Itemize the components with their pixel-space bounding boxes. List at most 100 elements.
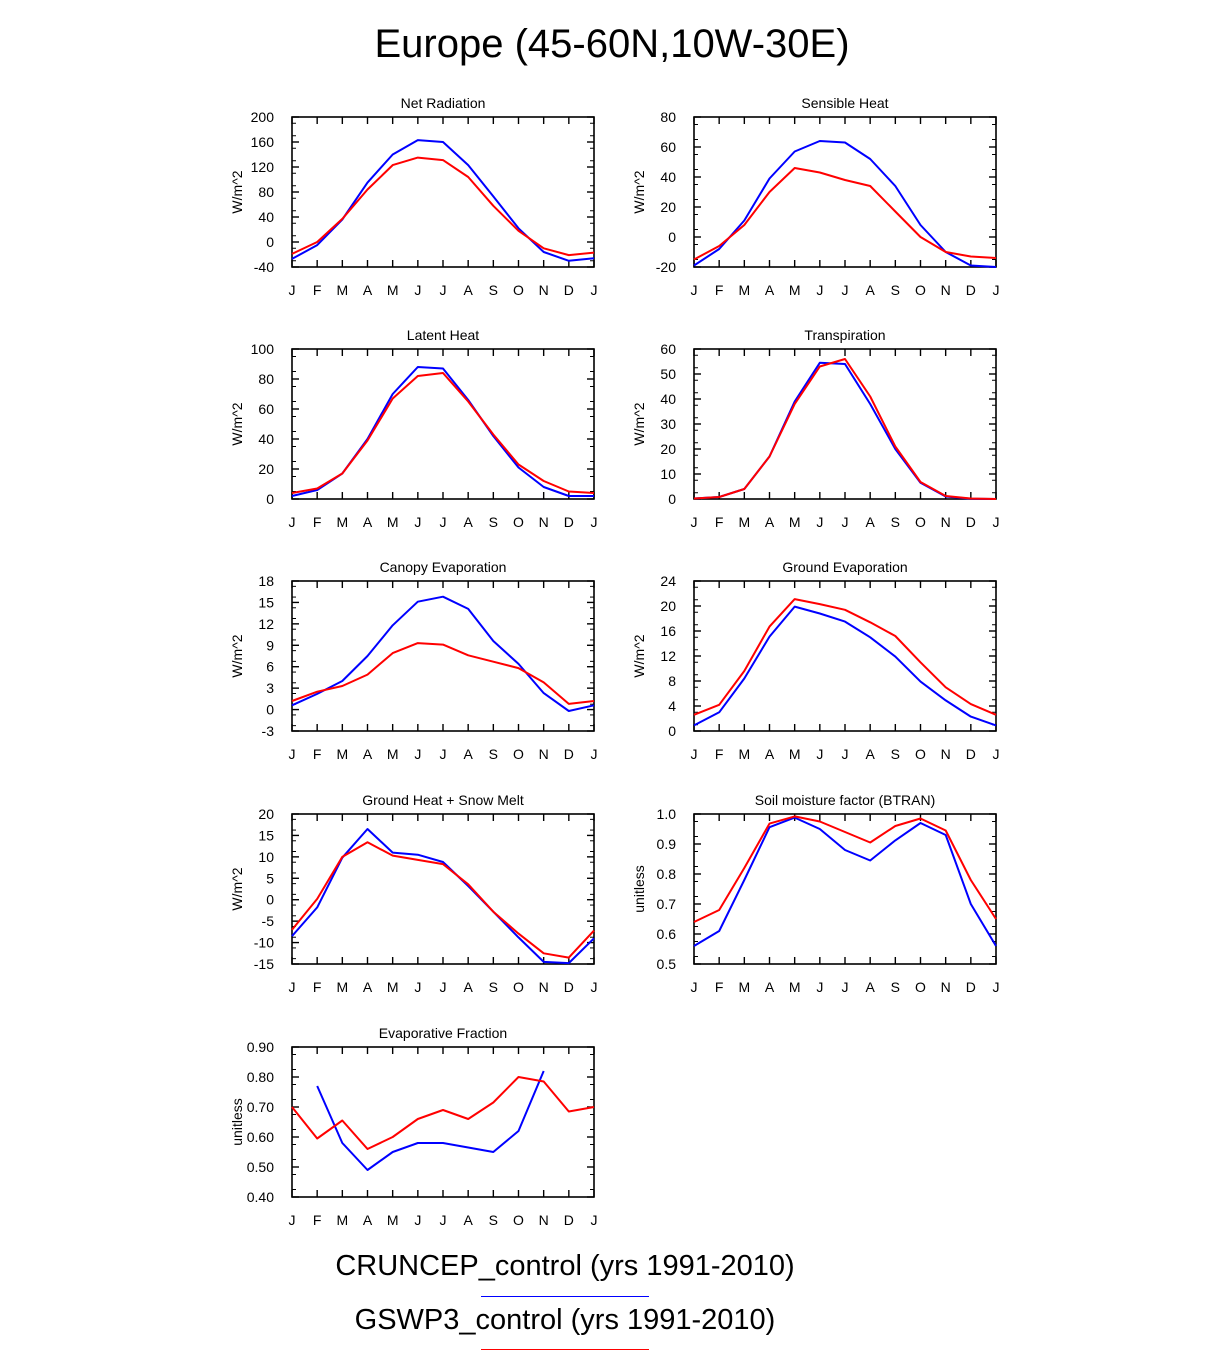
x-tick-label: J: [816, 514, 823, 530]
x-tick-label: M: [336, 979, 348, 995]
x-tick-label: M: [789, 514, 801, 530]
y-tick-label: 3: [266, 680, 274, 696]
x-tick-label: S: [489, 282, 498, 298]
x-tick-label: M: [387, 282, 399, 298]
x-tick-label: J: [816, 746, 823, 762]
x-tick-label: M: [738, 282, 750, 298]
panel-title: Ground Heat + Snow Melt: [362, 792, 524, 808]
y-tick-label: 40: [258, 209, 274, 225]
y-axis-label: W/m^2: [229, 634, 245, 677]
series-line-cruncep: [693, 361, 997, 500]
x-tick-label: M: [738, 514, 750, 530]
y-tick-label: 15: [258, 827, 274, 843]
panel-title: Transpiration: [804, 327, 885, 343]
x-tick-label: J: [440, 282, 447, 298]
y-tick-label: 60: [660, 139, 676, 155]
x-tick-label: F: [313, 979, 322, 995]
x-tick-label: M: [336, 1212, 348, 1228]
y-tick-label: -20: [656, 259, 676, 275]
panel-9: Evaporative Fraction unitless 0.90 0.80 0.70…: [229, 1025, 598, 1228]
panel-title: Sensible Heat: [801, 95, 888, 111]
x-tick-label: A: [765, 979, 775, 995]
x-tick-label: F: [313, 1212, 322, 1228]
y-tick-label: 0: [266, 702, 274, 718]
x-tick-label: J: [816, 979, 823, 995]
x-tick-label: J: [414, 979, 421, 995]
y-tick-label: 60: [258, 401, 274, 417]
y-tick-label: -40: [254, 259, 274, 275]
series-line-cruncep: [693, 816, 997, 947]
series-line-cruncep: [693, 605, 997, 727]
x-tick-label: J: [289, 746, 296, 762]
x-tick-label: J: [691, 979, 698, 995]
series-line-gswp3: [291, 156, 595, 257]
x-tick-label: J: [414, 282, 421, 298]
x-tick-label: A: [865, 282, 875, 298]
x-tick-label: D: [564, 746, 574, 762]
x-tick-label: S: [891, 282, 900, 298]
plot-frame: [291, 580, 595, 732]
x-tick-label: F: [715, 514, 724, 530]
legend-label-gswp3: GSWP3_control (yrs 1991-2010): [354, 1304, 776, 1336]
y-tick-label: 0.70: [247, 1099, 274, 1115]
x-tick-label: S: [489, 746, 498, 762]
x-tick-label: D: [966, 979, 976, 995]
x-tick-label: J: [816, 282, 823, 298]
x-tick-label: A: [765, 282, 775, 298]
y-tick-label: 0.6: [657, 926, 677, 942]
x-tick-label: A: [363, 1212, 373, 1228]
plot-frame: [693, 348, 997, 500]
x-tick-label: J: [993, 979, 1000, 995]
series-line-gswp3: [291, 841, 595, 959]
x-tick-label: D: [966, 746, 976, 762]
y-tick-label: 0: [668, 491, 676, 507]
y-tick-label: 80: [660, 109, 676, 125]
series-line-cruncep: [316, 1070, 545, 1171]
series-line-gswp3: [291, 1076, 595, 1150]
x-tick-label: J: [414, 1212, 421, 1228]
y-tick-label: 40: [660, 391, 676, 407]
x-tick-label: J: [691, 282, 698, 298]
x-tick-label: F: [313, 514, 322, 530]
x-tick-label: M: [789, 979, 801, 995]
y-tick-label: 50: [660, 366, 676, 382]
series-line-gswp3: [693, 815, 997, 923]
legend-label-cruncep: CRUNCEP_control (yrs 1991-2010): [335, 1250, 795, 1282]
x-tick-label: J: [591, 746, 598, 762]
x-tick-label: J: [440, 979, 447, 995]
x-tick-label: M: [387, 746, 399, 762]
y-tick-label: 10: [258, 849, 274, 865]
y-axis-label: W/m^2: [631, 402, 647, 445]
x-tick-label: A: [865, 746, 875, 762]
x-tick-label: J: [440, 746, 447, 762]
y-tick-label: 0: [266, 234, 274, 250]
x-tick-label: S: [891, 746, 900, 762]
y-tick-label: 200: [251, 109, 275, 125]
x-tick-label: J: [691, 514, 698, 530]
y-axis-label: W/m^2: [631, 170, 647, 213]
x-tick-label: F: [313, 746, 322, 762]
y-tick-label: 10: [660, 466, 676, 482]
y-axis-label: unitless: [631, 865, 647, 912]
x-tick-label: N: [539, 746, 549, 762]
y-tick-label: 0: [266, 892, 274, 908]
series-line-gswp3: [693, 167, 997, 261]
y-axis-label: W/m^2: [631, 634, 647, 677]
y-tick-label: 20: [258, 806, 274, 822]
x-tick-label: O: [513, 979, 524, 995]
plot-frame: [291, 1046, 595, 1198]
x-tick-label: J: [993, 746, 1000, 762]
x-tick-label: M: [789, 746, 801, 762]
x-tick-label: M: [336, 514, 348, 530]
y-tick-label: 6: [266, 659, 274, 675]
x-tick-label: F: [715, 746, 724, 762]
plot-frame: [291, 813, 595, 965]
x-tick-label: A: [363, 514, 373, 530]
legend-line-cruncep: [481, 1296, 649, 1297]
panel-title: Net Radiation: [401, 95, 486, 111]
x-tick-label: N: [539, 979, 549, 995]
